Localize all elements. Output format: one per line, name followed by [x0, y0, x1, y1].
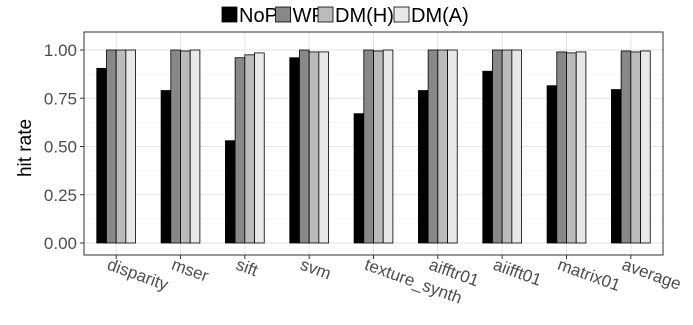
bar-dma-matrix01	[575, 51, 587, 244]
bar-dmh-matrix01	[566, 52, 577, 244]
bar-wp-aifftr01	[427, 49, 439, 244]
x-tick-label: disparity	[105, 255, 171, 295]
legend-swatch	[317, 6, 334, 23]
y-tick-label: 0.25	[44, 186, 77, 205]
bar-dma-disparity	[125, 49, 136, 244]
y-tick-label: 1.00	[44, 41, 77, 60]
bar-nop-aiifft01	[482, 70, 493, 244]
legend-swatch	[275, 6, 292, 23]
legend-item-dma: DM(A)	[393, 5, 469, 27]
legend-item-wp: WP	[275, 5, 325, 27]
bar-nop-mser	[160, 90, 172, 244]
legend-label: DM(H)	[335, 5, 394, 27]
bar-nop-texture-synth	[353, 113, 365, 244]
bar-wp-mser	[170, 49, 181, 244]
bar-wp-disparity	[106, 49, 117, 244]
y-tick-label: 0.00	[44, 234, 77, 253]
legend-item-nop: NoP	[221, 5, 278, 27]
bar-dmh-mser	[180, 50, 191, 244]
chart-legend: NoP WP DM(H) DM(A)	[221, 5, 469, 27]
bar-dma-svm	[318, 51, 329, 244]
y-axis-title: hit rate	[15, 119, 36, 177]
bar-dma-aiifft01	[511, 49, 522, 244]
x-tick-label: aiifft01	[491, 255, 544, 290]
bar-nop-disparity	[96, 67, 107, 244]
legend-label: WP	[293, 5, 325, 27]
plot-panel	[83, 31, 664, 256]
bar-dmh-aifftr01	[437, 49, 448, 244]
bar-nop-svm	[289, 57, 300, 244]
bar-dmh-aiifft01	[501, 49, 513, 244]
bar-nop-sift	[225, 140, 236, 244]
bar-wp-svm	[299, 49, 310, 244]
bar-wp-texture-synth	[363, 49, 374, 244]
x-tick-label: mser	[169, 255, 211, 286]
x-tick-label: matrix01	[555, 255, 623, 295]
legend-label: DM(A)	[411, 5, 469, 27]
bar-nop-matrix01	[546, 85, 558, 244]
bar-wp-sift	[234, 57, 246, 244]
y-axis: 0.00 0.25 0.50 0.75 1.00	[44, 41, 84, 253]
bar-dmh-sift	[244, 54, 255, 244]
bar-dma-mser	[189, 49, 201, 244]
x-tick-label: average	[619, 255, 683, 294]
bar-dma-average	[640, 50, 651, 244]
legend-swatch	[393, 6, 410, 23]
bar-wp-average	[620, 50, 632, 244]
x-tick-label: sift	[233, 255, 260, 280]
bar-dmh-disparity	[115, 49, 127, 244]
bar-dmh-svm	[308, 51, 320, 244]
legend-swatch	[221, 6, 238, 23]
x-tick-label: svm	[298, 255, 334, 284]
bar-nop-average	[611, 89, 622, 244]
bar-nop-aifftr01	[418, 90, 429, 244]
bar-wp-aiifft01	[492, 49, 503, 244]
bar-wp-matrix01	[556, 51, 567, 244]
bar-dma-sift	[254, 52, 265, 244]
bar-dmh-average	[630, 51, 641, 244]
y-tick-label: 0.50	[44, 138, 77, 157]
legend-item-dmh: DM(H)	[317, 5, 394, 27]
bar-dma-texture-synth	[382, 49, 394, 244]
bar-dmh-texture-synth	[373, 50, 384, 244]
y-tick-label: 0.75	[44, 89, 77, 108]
bar-dma-aifftr01	[447, 49, 458, 244]
legend-label: NoP	[239, 5, 278, 27]
